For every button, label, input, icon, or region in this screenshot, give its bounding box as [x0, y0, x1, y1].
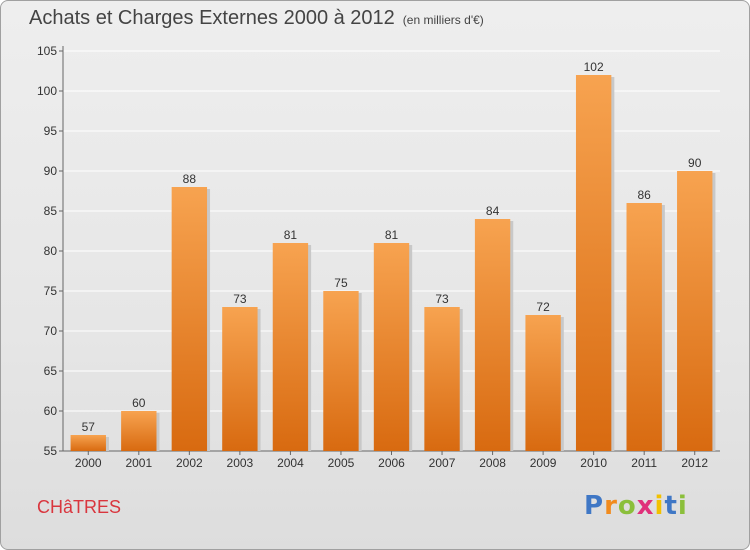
- bar: [121, 411, 157, 451]
- proxiti-logo: Proxiti: [584, 491, 688, 521]
- data-label: 60: [132, 396, 146, 410]
- y-tick-label: 65: [44, 364, 58, 378]
- y-tick-label: 60: [44, 404, 58, 418]
- y-tick-label: 105: [37, 44, 57, 58]
- bar: [474, 219, 511, 451]
- data-label: 102: [584, 60, 604, 74]
- y-tick-label: 90: [44, 164, 58, 178]
- logo-letter: r: [604, 491, 618, 521]
- bar: [373, 243, 410, 451]
- title-text: Achats et Charges Externes 2000 à 2012: [29, 7, 395, 29]
- x-tick-label: 2005: [328, 456, 355, 470]
- x-tick-label: 2010: [580, 456, 607, 470]
- x-tick-label: 2004: [277, 456, 304, 470]
- logo-letter: P: [584, 491, 605, 521]
- data-label: 73: [233, 292, 247, 306]
- data-label: 81: [284, 228, 298, 242]
- x-tick-label: 2008: [479, 456, 506, 470]
- data-label: 73: [435, 292, 449, 306]
- x-tick-label: 2003: [227, 456, 254, 470]
- x-tick-label: 2009: [530, 456, 557, 470]
- bar: [272, 243, 309, 451]
- bar: [677, 171, 713, 451]
- bar: [222, 307, 258, 451]
- data-label: 81: [385, 228, 399, 242]
- bar: [626, 203, 662, 451]
- x-tick-label: 2007: [429, 456, 456, 470]
- bar: [323, 291, 359, 451]
- x-tick-label: 2002: [176, 456, 203, 470]
- data-label: 90: [688, 156, 702, 170]
- data-label: 57: [82, 420, 96, 434]
- data-label: 88: [183, 172, 197, 186]
- bar: [525, 315, 561, 451]
- logo-letter: i: [677, 491, 688, 521]
- bar: [575, 75, 612, 451]
- x-tick-label: 2000: [75, 456, 102, 470]
- logo-letter: i: [654, 491, 665, 521]
- logo-letter: x: [636, 491, 655, 521]
- chart-title: Achats et Charges Externes 2000 à 2012 (e…: [29, 7, 484, 30]
- x-tick-label: 2011: [631, 456, 657, 470]
- bar: [70, 435, 106, 451]
- x-tick-label: 2006: [378, 456, 405, 470]
- x-tick-label: 2001: [125, 456, 152, 470]
- data-label: 72: [536, 300, 550, 314]
- data-label: 84: [486, 204, 500, 218]
- bar: [424, 307, 460, 451]
- y-tick-label: 100: [37, 84, 57, 98]
- logo-letter: t: [664, 491, 678, 521]
- logo-letter: o: [617, 491, 637, 521]
- commune-name: CHâTRES: [37, 497, 122, 517]
- y-tick-label: 70: [44, 324, 58, 338]
- x-tick-label: 2012: [681, 456, 708, 470]
- chart-subtitle: (en milliers d'€): [402, 13, 484, 27]
- y-tick-label: 85: [44, 204, 58, 218]
- y-tick-label: 80: [44, 244, 58, 258]
- y-tick-label: 95: [44, 124, 58, 138]
- bar: [171, 187, 208, 451]
- y-tick-label: 75: [44, 284, 58, 298]
- data-label: 86: [638, 188, 652, 202]
- y-tick-label: 55: [44, 444, 58, 458]
- data-label: 75: [334, 276, 348, 290]
